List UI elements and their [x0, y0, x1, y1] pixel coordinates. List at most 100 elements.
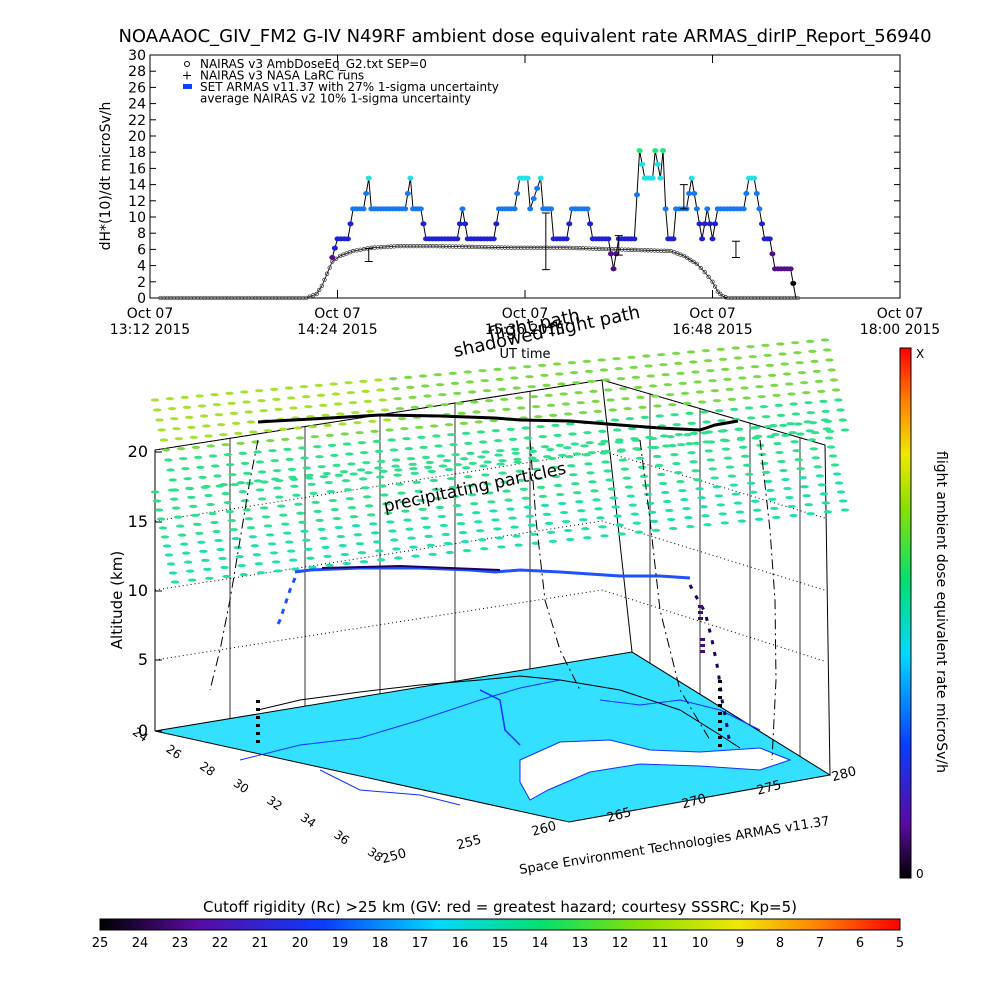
grid-dot	[513, 460, 522, 464]
grid-dot	[179, 457, 188, 461]
grid-dot	[470, 502, 479, 506]
grid-dot	[498, 459, 507, 463]
grid-dot	[542, 383, 551, 387]
colorbar-tick-label: 14	[532, 936, 549, 951]
grid-dot	[495, 377, 504, 381]
grid-dot	[376, 475, 385, 479]
state-border	[319, 769, 461, 806]
grid-dot	[700, 410, 709, 414]
grid-dot	[456, 522, 466, 526]
grid-dot	[259, 506, 269, 510]
grid-dot	[193, 522, 202, 526]
grid-dot	[647, 445, 656, 449]
grid-dot	[477, 455, 486, 459]
grid-dot	[537, 363, 547, 367]
longitude-tick-label: 250	[380, 846, 408, 867]
grid-dot	[699, 505, 708, 509]
grid-dot	[418, 374, 428, 378]
nairas-point	[712, 284, 718, 289]
colorbar-bottom-label: 0	[916, 867, 924, 881]
grid-dot	[417, 435, 426, 439]
grid-dot	[528, 449, 538, 453]
grid-dot	[829, 378, 839, 382]
grid-dot	[677, 443, 686, 447]
grid-dot	[704, 430, 713, 434]
grid-dot	[408, 395, 417, 399]
grid-dot	[796, 467, 805, 471]
grid-dot	[529, 532, 538, 536]
grid-dot	[614, 367, 623, 371]
grid-dot	[565, 537, 575, 542]
grid-dot	[403, 518, 412, 522]
marker-dash	[698, 611, 703, 614]
grid-dot	[672, 423, 681, 427]
grid-dot	[757, 395, 766, 399]
x-tick-label: Oct 07	[689, 306, 735, 322]
grid-dot	[701, 514, 710, 518]
grid-dot	[789, 402, 798, 406]
grid-dot	[653, 404, 662, 408]
grid-dot	[574, 391, 583, 395]
grid-dot	[349, 515, 359, 519]
grid-dot	[249, 430, 258, 434]
grid-dot	[746, 345, 755, 349]
grid-dot	[302, 538, 311, 542]
grid-dot	[551, 474, 561, 479]
grid-dot	[174, 437, 183, 441]
grid-dot	[420, 516, 429, 520]
grid-dot	[669, 526, 678, 531]
grid-dot	[683, 433, 692, 437]
grid-dot	[830, 463, 840, 467]
grid-dot	[706, 440, 716, 444]
grid-dot	[461, 431, 471, 435]
grid-dot	[787, 392, 796, 396]
grid-dot	[267, 542, 277, 546]
grid-dot	[674, 433, 684, 437]
armas-point	[712, 221, 719, 227]
grid-dot	[646, 374, 655, 378]
grid-dot	[173, 515, 183, 519]
grid-dot	[708, 467, 717, 471]
grid-dot	[372, 540, 382, 544]
marker-dash	[718, 736, 722, 739]
grid-dot	[155, 418, 164, 422]
grid-dot	[601, 460, 610, 464]
grid-dot	[419, 445, 428, 449]
grid-dot	[450, 495, 460, 499]
grid-dot	[496, 449, 505, 453]
grid-dot	[399, 500, 408, 504]
grid-dot	[374, 466, 383, 470]
armas-point	[514, 191, 521, 197]
armas-point	[613, 251, 620, 257]
grid-dot	[187, 495, 196, 499]
grid-dot	[796, 432, 805, 436]
grid-dot	[480, 547, 489, 551]
grid-dot	[164, 458, 173, 462]
grid-dot	[410, 405, 419, 409]
grid-dot	[771, 432, 780, 437]
grid-dot	[275, 479, 284, 483]
grid-dot	[340, 552, 349, 557]
grid-dot	[644, 364, 653, 368]
grid-dot	[506, 507, 515, 511]
projection-line	[209, 439, 259, 691]
grid-dot	[582, 453, 591, 457]
grid-dot	[607, 487, 616, 491]
grid-dot	[567, 464, 576, 468]
grid-dot	[624, 485, 634, 489]
shadowed-flight-path-line	[257, 413, 739, 432]
grid-dot	[480, 379, 489, 383]
grid-dot	[647, 510, 657, 514]
grid-dot	[230, 483, 239, 487]
nairas-point	[322, 277, 327, 282]
grid-dot	[483, 482, 492, 486]
grid-dot	[355, 431, 364, 435]
armas-point	[360, 206, 367, 212]
grid-dot	[808, 421, 818, 425]
grid-dot	[180, 395, 189, 399]
grid-dot	[521, 496, 530, 500]
y-tick-label: 14	[128, 178, 146, 194]
grid-dot	[710, 476, 719, 480]
armas-point	[402, 206, 409, 212]
grid-dot	[568, 432, 577, 436]
